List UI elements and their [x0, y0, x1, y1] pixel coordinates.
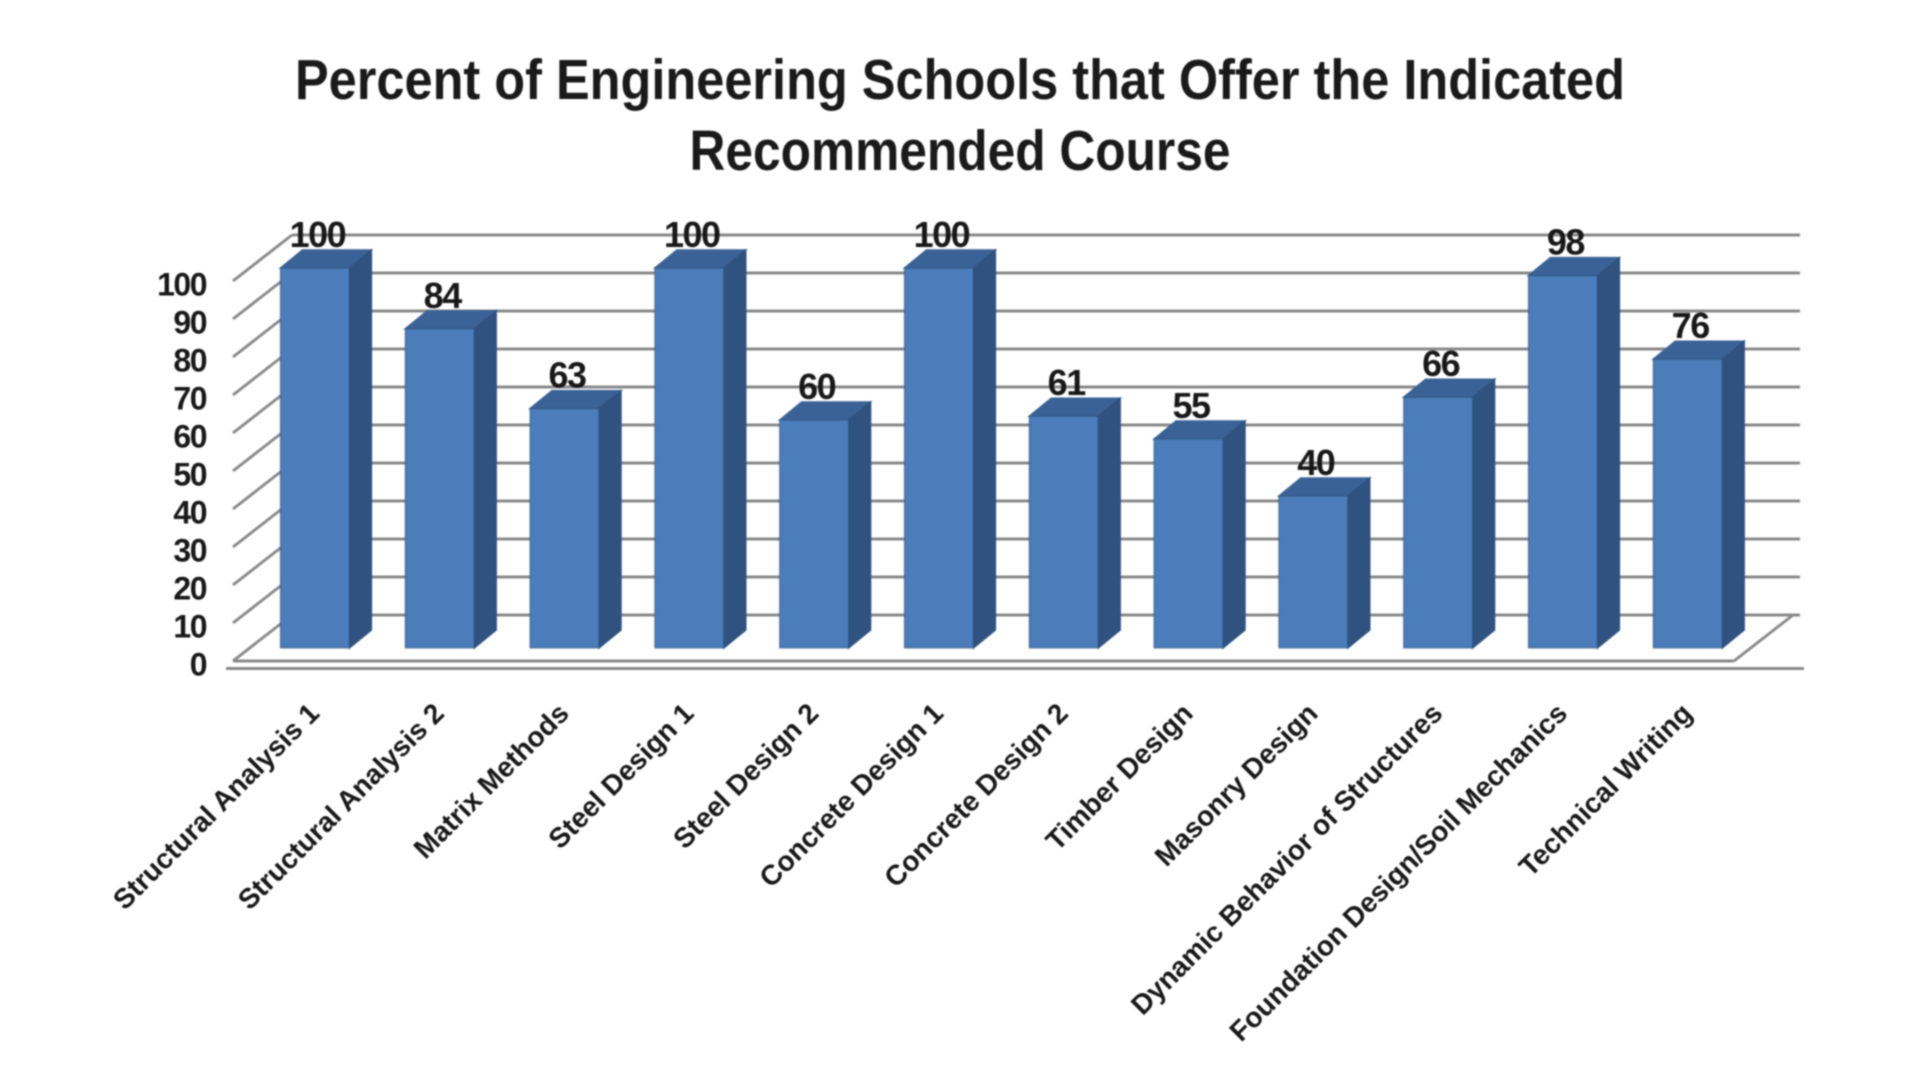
svg-text:Recommended Course: Recommended Course: [690, 119, 1231, 183]
svg-text:100: 100: [914, 214, 970, 255]
svg-text:20: 20: [173, 570, 206, 606]
svg-text:66: 66: [1422, 343, 1460, 384]
svg-text:40: 40: [173, 494, 206, 530]
svg-text:60: 60: [798, 366, 836, 407]
svg-text:40: 40: [1297, 442, 1335, 483]
svg-text:10: 10: [173, 608, 206, 644]
svg-text:60: 60: [173, 418, 206, 454]
svg-text:100: 100: [157, 266, 207, 302]
svg-text:100: 100: [290, 214, 346, 255]
svg-text:70: 70: [173, 380, 206, 416]
svg-text:98: 98: [1547, 222, 1585, 263]
svg-text:50: 50: [173, 456, 206, 492]
svg-text:0: 0: [190, 646, 207, 682]
svg-text:84: 84: [424, 275, 463, 316]
svg-text:90: 90: [173, 304, 206, 340]
svg-text:63: 63: [548, 355, 586, 396]
svg-text:Percent of Engineering Schools: Percent of Engineering Schools that Offe…: [295, 48, 1625, 112]
svg-text:61: 61: [1048, 362, 1087, 403]
svg-text:80: 80: [173, 342, 206, 378]
svg-text:76: 76: [1672, 305, 1710, 346]
svg-text:100: 100: [664, 214, 720, 255]
svg-text:55: 55: [1172, 385, 1211, 426]
svg-text:30: 30: [173, 532, 206, 568]
